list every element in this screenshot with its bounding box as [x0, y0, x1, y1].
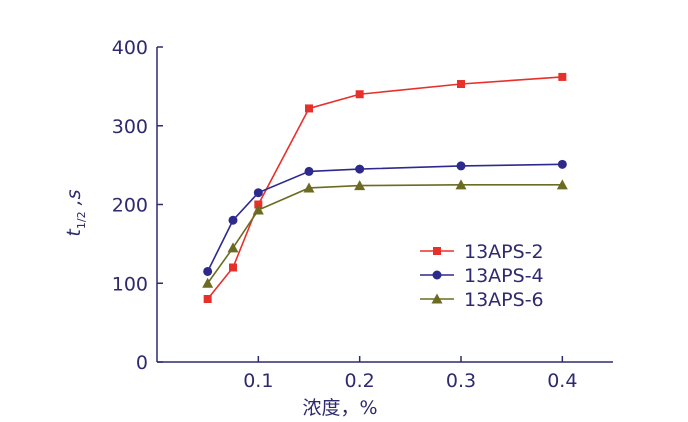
- y-axis-title-sub: 1/2: [75, 211, 88, 229]
- x-tick-label: 0.3: [446, 370, 476, 392]
- y-tick-label: 300: [112, 116, 148, 138]
- data-point: [253, 188, 263, 198]
- data-point: [202, 277, 214, 288]
- x-tick-label: 0.1: [243, 370, 273, 392]
- y-axis-title-main: t: [63, 228, 85, 237]
- series-13aps-4: [203, 159, 567, 276]
- data-point: [229, 263, 237, 272]
- data-point: [227, 242, 239, 253]
- data-point: [456, 161, 466, 171]
- legend-marker: [432, 270, 442, 280]
- data-point: [303, 182, 315, 193]
- series-layer: [202, 72, 568, 303]
- legend-item: 13APS-6: [420, 289, 544, 311]
- y-tick-label: 100: [112, 273, 148, 295]
- data-point: [355, 90, 364, 99]
- legend-label: 13APS-6: [464, 289, 544, 311]
- axis-ticks: 0 100 200 300 400 0.1 0.2 0.3 0.4: [112, 37, 578, 392]
- data-point: [228, 215, 238, 225]
- data-point: [254, 200, 263, 209]
- legend-item: 13APS-2: [420, 241, 544, 263]
- data-point: [304, 166, 314, 176]
- y-tick-label: 400: [112, 37, 148, 59]
- axes: [156, 47, 613, 363]
- y-axis-title-unit: ,s: [63, 189, 85, 211]
- legend-label: 13APS-4: [464, 265, 544, 287]
- data-point: [355, 164, 365, 174]
- y-tick-label: 0: [136, 352, 148, 374]
- series-13aps-2: [203, 72, 567, 303]
- data-point: [354, 180, 366, 191]
- data-point: [203, 266, 213, 276]
- data-point: [203, 295, 212, 303]
- series-13aps-6: [202, 179, 568, 288]
- legend-marker: [431, 293, 443, 304]
- data-point: [457, 80, 465, 89]
- data-point: [305, 104, 313, 113]
- data-point: [556, 179, 568, 190]
- x-tick-label: 0.4: [547, 370, 577, 392]
- legend-label: 13APS-2: [464, 241, 544, 263]
- data-point: [558, 72, 567, 81]
- y-axis-title: t1/2 ,s: [63, 189, 88, 236]
- x-tick-label: 0.2: [345, 370, 375, 392]
- legend-item: 13APS-4: [420, 265, 544, 287]
- y-tick-label: 200: [112, 195, 148, 217]
- data-point: [557, 159, 567, 169]
- data-point: [252, 204, 264, 215]
- legend-marker: [433, 247, 441, 255]
- data-point: [455, 179, 467, 190]
- x-axis-title: 浓度，%: [302, 397, 377, 419]
